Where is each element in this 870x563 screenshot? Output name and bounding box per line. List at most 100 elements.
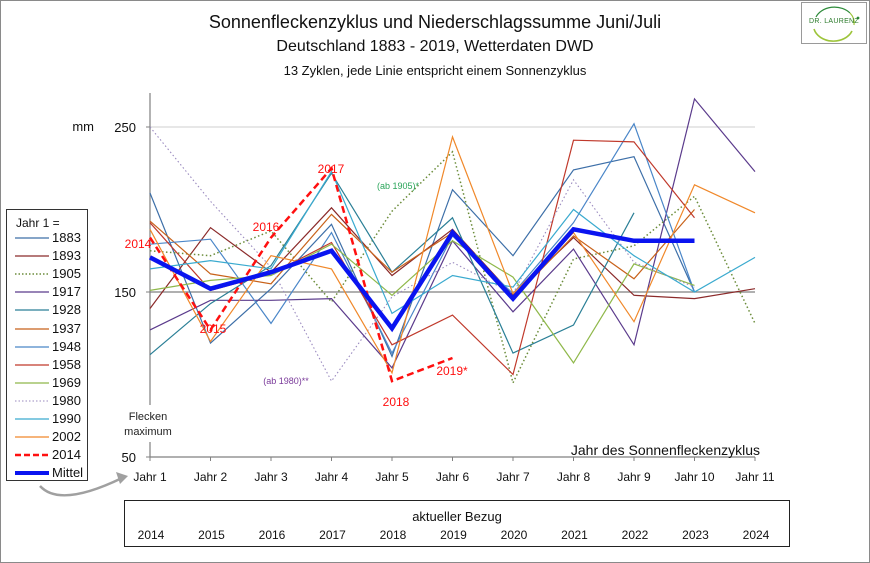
legend-title: Jahr 1 = [16, 216, 60, 230]
x-tick-label: Jahr 9 [617, 470, 651, 484]
flecken-maximum-note: maximum [124, 426, 172, 438]
x-tick-label: Jahr 11 [735, 470, 774, 484]
series-line-2014 [148, 165, 453, 383]
bezug-year: 2014 [137, 528, 165, 542]
series-line-1958 [149, 139, 695, 376]
legend-label: 1958 [52, 356, 81, 372]
bezug-year: 2023 [682, 528, 709, 542]
series-line-2002 [149, 134, 756, 375]
bezug-year: 2015 [198, 528, 225, 542]
legend-swatch [15, 471, 49, 476]
legend-swatch [15, 345, 49, 348]
annotation-ab1905: (ab 1905)* [377, 181, 420, 191]
aktueller-bezug-box: aktueller Bezug 2014 2015 2016 2017 2018 2019… [124, 500, 790, 547]
legend-label: 1928 [52, 302, 81, 318]
y-axis-label: mm [72, 119, 94, 134]
chart-title: Sonnenfleckenzyklus und Niederschlagssum… [208, 12, 662, 32]
legend-label: 2014 [52, 447, 81, 463]
logo: DR. LAURENZ [801, 2, 867, 44]
bezug-year: 2021 [561, 528, 588, 542]
legend-swatch [15, 237, 49, 239]
legend-item: 1990 [11, 410, 87, 428]
legend-label: 1883 [52, 230, 81, 245]
series-line-1990 [149, 170, 756, 315]
legend: Jahr 1 = 1883 1893 1905 1917 1928 1937 1948 195… [6, 209, 88, 481]
x-tick-label: Jahr 4 [315, 470, 349, 484]
legend-item: Mittel [11, 464, 87, 482]
series-lines [148, 97, 756, 385]
legend-label: 1980 [52, 392, 81, 408]
legend-swatch [15, 453, 49, 457]
annotation-2015: 2015 [200, 322, 227, 336]
y-tick-label: 150 [114, 285, 136, 300]
annotations: 2014 2015 2016 2017 2018 2019* (ab 1905)* (ab 1… [39, 162, 468, 497]
bezug-year: 2022 [621, 528, 649, 542]
legend-item: 1928 [11, 301, 87, 319]
chart-subtitle-2: 13 Zyklen, jede Linie entspricht einem S… [283, 63, 587, 78]
x-tick-label: Jahr 8 [557, 470, 591, 484]
annotation-2017: 2017 [318, 162, 345, 176]
arrowhead-icon [116, 472, 128, 484]
logo-text: DR. LAURENZ [809, 18, 859, 25]
legend-label: 2002 [52, 429, 81, 445]
x-tick-label: Jahr 2 [194, 470, 228, 484]
bezug-year: 2020 [500, 528, 528, 542]
legend-swatch [15, 400, 49, 402]
legend-label: 1969 [52, 374, 81, 390]
x-tick-label: Jahr 7 [496, 470, 530, 484]
curved-arrow-icon [39, 476, 123, 497]
flecken-maximum-note: Flecken [129, 411, 168, 423]
bezug-year: 2016 [258, 528, 286, 542]
annotation-2019: 2019* [436, 364, 468, 378]
legend-item: 1937 [11, 320, 87, 338]
x-tick-label: Jahr 5 [375, 470, 409, 484]
legend-swatch [15, 273, 49, 275]
legend-label: 1905 [52, 266, 81, 282]
legend-item: 1948 [11, 338, 87, 356]
legend-item: 2002 [11, 428, 87, 446]
annotation-2014: 2014 [125, 237, 152, 251]
legend-swatch [15, 418, 49, 420]
legend-item: 1969 [11, 374, 87, 392]
legend-item: 1980 [11, 392, 87, 410]
legend-item: 1917 [11, 283, 87, 301]
legend-swatch [15, 436, 49, 438]
annotation-2016: 2016 [253, 220, 280, 234]
bezug-year: 2018 [379, 528, 407, 542]
bezug-title: aktueller Bezug [412, 509, 502, 524]
x-tick-label: Jahr 3 [254, 470, 288, 484]
y-tick-label: 50 [122, 450, 136, 465]
x-tick-label: Jahr 1 [133, 470, 167, 484]
logo-ring-icon [813, 6, 860, 42]
annotation-ab1980: (ab 1980)** [263, 376, 309, 386]
legend-item: 2014 [11, 446, 87, 464]
legend-item: 1883 [11, 229, 87, 247]
legend-swatch [15, 291, 49, 293]
legend-label: 1948 [52, 338, 81, 354]
series-line-Mittel [148, 226, 695, 333]
legend-label: 1893 [52, 248, 81, 264]
legend-item: 1905 [11, 265, 87, 283]
y-tick-label: 250 [114, 120, 136, 135]
legend-swatch [15, 255, 49, 257]
series-line-1905 [149, 150, 756, 385]
legend-swatch [15, 327, 49, 330]
legend-label: 1990 [52, 411, 81, 426]
chart-subtitle: Deutschland 1883 - 2019, Wetterdaten DWD [276, 38, 594, 55]
gridlines [150, 126, 755, 293]
legend-swatch [15, 309, 49, 311]
series-line-1883 [149, 156, 696, 358]
legend-swatch [15, 382, 49, 384]
series-line-1969 [149, 240, 695, 364]
legend-label: 1917 [52, 284, 81, 300]
legend-item: 1893 [11, 247, 87, 265]
bezug-year: 2024 [742, 528, 770, 542]
legend-label: Mittel [52, 465, 84, 481]
annotation-2018: 2018 [383, 395, 410, 409]
x-tick-label: Jahr 10 [674, 470, 714, 484]
bezug-year: 2017 [319, 528, 346, 542]
legend-item: 1958 [11, 356, 87, 374]
legend-label: 1937 [52, 320, 81, 336]
x-axis-label: Jahr des Sonnenfleckenzyklus [571, 442, 760, 458]
